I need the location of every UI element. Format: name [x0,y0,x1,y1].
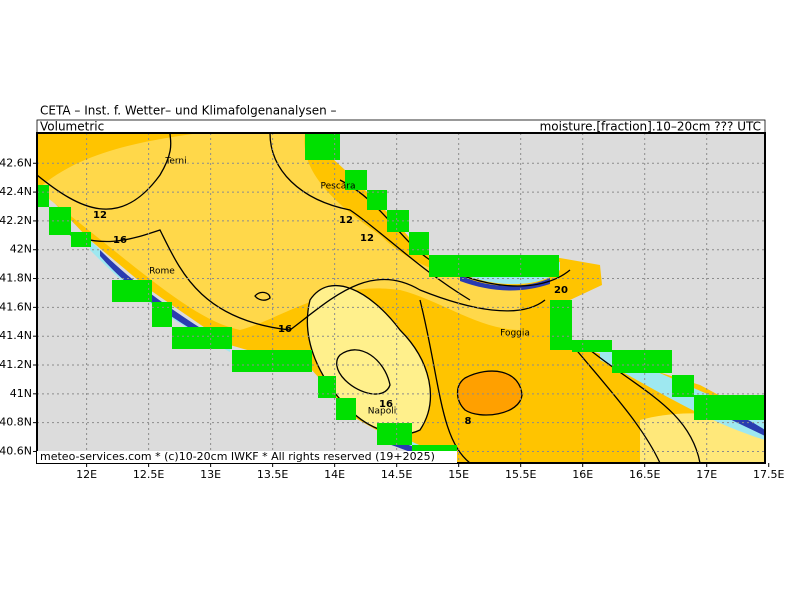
wet-zone [457,371,522,415]
contour-label: 8 [465,416,472,427]
lon-label: 13E [200,468,221,481]
field-desc: moisture.[fraction].10–20cm ??? UTC [540,120,761,134]
contour-label: 16 [379,399,393,410]
city-label: Terni [164,157,186,167]
lat-label: 41.2N [0,358,32,371]
contour-label: 16 [113,235,127,246]
lon-label: 13.5E [257,468,288,481]
contour-label: 12 [360,233,374,244]
footer-bg [37,451,457,463]
contour-label: 12 [339,215,353,226]
source-title: CETA – Inst. f. Wetter– und Klimafolgena… [40,104,337,118]
lat-label: 40.8N [0,416,32,429]
lon-label: 17.5E [753,468,784,481]
lat-label: 42.2N [0,214,32,227]
lon-label: 15.5E [505,468,536,481]
lat-label: 42N [10,243,32,256]
city-label: Napoli [368,407,396,417]
lon-label: 16.5E [629,468,660,481]
city-label: Pescara [320,182,355,192]
contour-label: 16 [278,324,292,335]
lat-label: 42.6N [0,156,32,169]
contour-label: 20 [554,285,568,296]
city-label: Rome [149,267,175,277]
lon-label: 14E [324,468,345,481]
lon-label: 17E [696,468,717,481]
lat-label: 41N [10,387,32,400]
city-label: Foggia [500,329,530,339]
field-name: Volumetric [40,120,104,134]
lat-label: 41.4N [0,329,32,342]
lon-label: 15E [448,468,469,481]
lon-label: 14.5E [381,468,412,481]
lat-label: 41.8N [0,272,32,285]
lat-label: 40.6N [0,444,32,457]
lon-label: 16E [572,468,593,481]
copyright: meteo-services.com * (c)10-20cm IWKF * A… [40,450,435,463]
lon-label: 12.5E [133,468,164,481]
map-area [37,133,765,463]
contour-label: 12 [93,210,107,221]
lat-label: 42.4N [0,185,32,198]
lon-label: 12E [76,468,97,481]
lat-label: 41.6N [0,300,32,313]
